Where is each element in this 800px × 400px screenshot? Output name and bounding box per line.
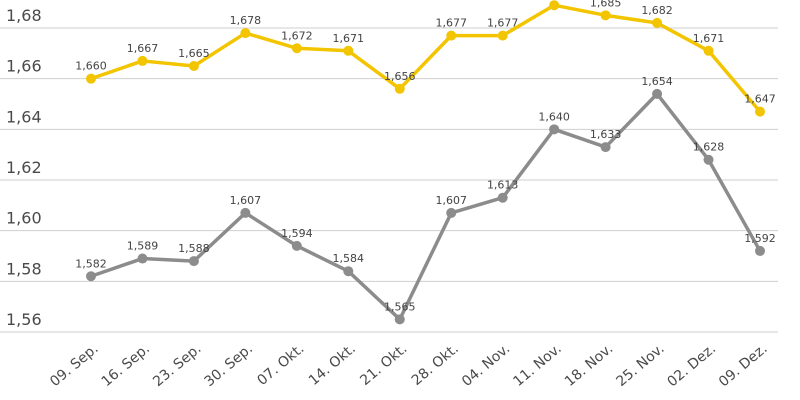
series-yellow-point — [137, 55, 148, 66]
series-yellow-point — [549, 0, 560, 11]
x-axis-ticks: 09. Sep.16. Sep.23. Sep.30. Sep.07. Okt.… — [47, 341, 770, 390]
y-tick-label: 1,58 — [6, 259, 42, 278]
y-tick-label: 1,68 — [6, 6, 42, 25]
series-grey-point — [755, 245, 765, 256]
x-tick-label: 18. Nov. — [562, 341, 616, 390]
series-yellow-data-label: 1,671 — [693, 32, 725, 45]
series-grey-point — [137, 253, 148, 264]
series-grey-point — [343, 266, 354, 277]
series-grey-point — [188, 256, 199, 267]
series-yellow-data-label: 1,660 — [75, 60, 107, 73]
series: 1,660 1,667 1,665 1,678 1,672 1,671 1,656 1,677… — [75, 0, 776, 325]
series-grey-point — [652, 88, 663, 99]
y-tick-label: 1,60 — [6, 209, 42, 228]
x-tick-label: 30. Sep. — [202, 341, 256, 390]
series-yellow-data-label: 1,677 — [487, 17, 519, 30]
series-yellow-point — [291, 43, 302, 54]
series-yellow-data-label: 1,685 — [590, 0, 622, 9]
x-tick-label: 28. Okt. — [409, 341, 462, 389]
series-yellow-point — [86, 73, 96, 84]
series-yellow-point — [600, 10, 611, 21]
series-yellow-point — [755, 106, 765, 117]
x-tick-label: 04. Nov. — [459, 341, 513, 390]
series-grey-point — [86, 271, 96, 282]
series-yellow-line — [89, 3, 762, 114]
series-yellow-data-label: 1,677 — [435, 17, 467, 30]
y-tick-label: 1,56 — [6, 310, 42, 329]
x-tick-label: 09. Sep. — [47, 341, 101, 390]
series-yellow-point — [446, 30, 457, 41]
y-tick-label: 1,64 — [6, 107, 42, 126]
gridlines — [0, 27, 778, 333]
series-grey-data-label: 1,607 — [435, 194, 467, 207]
x-tick-label: 14. Okt. — [306, 341, 359, 389]
x-tick-label: 09. Dez. — [716, 341, 771, 390]
series-yellow-point — [240, 28, 251, 39]
series-yellow-data-label: 1,647 — [744, 93, 776, 106]
series-grey-data-label: 1,594 — [281, 227, 313, 240]
series-yellow-point — [188, 61, 199, 71]
series-grey-data-label: 1,613 — [487, 179, 519, 192]
series-grey-line — [89, 92, 762, 322]
series-yellow-data-label: 1,682 — [641, 4, 673, 17]
series-grey-point — [240, 207, 251, 218]
series-grey-data-label: 1,592 — [744, 232, 776, 245]
series-grey-point — [394, 314, 405, 325]
x-tick-label: 25. Nov. — [613, 341, 667, 390]
y-axis-ticks: 1,56 1,58 1,60 1,62 1,64 1,66 1,68 — [6, 6, 42, 329]
series-grey: 1,582 1,589 1,588 1,607 1,594 1,584 1,565 1,607… — [75, 75, 776, 325]
series-grey-data-label: 1,633 — [590, 128, 622, 141]
series-grey-data-label: 1,607 — [230, 194, 262, 207]
x-tick-label: 07. Okt. — [254, 341, 307, 389]
series-yellow-point — [652, 17, 663, 28]
series-grey-point — [446, 207, 457, 218]
series-grey-data-label: 1,589 — [127, 240, 159, 253]
series-yellow-data-label: 1,665 — [178, 47, 210, 60]
series-yellow-data-label: 1,656 — [384, 70, 416, 83]
x-tick-label: 02. Dez. — [664, 341, 719, 390]
x-tick-label: 23. Sep. — [150, 341, 204, 390]
series-yellow-data-label: 1,672 — [281, 29, 313, 42]
series-yellow-point — [703, 45, 714, 56]
series-grey-point — [600, 142, 611, 153]
series-grey-data-label: 1,565 — [384, 300, 416, 313]
series-grey-point — [497, 192, 508, 203]
series-grey-data-label: 1,584 — [333, 252, 365, 265]
x-tick-label: 11. Nov. — [510, 341, 564, 390]
series-grey-data-label: 1,628 — [693, 141, 725, 154]
series-grey-point — [549, 124, 560, 135]
series-yellow-point — [497, 30, 508, 41]
series-grey-data-label: 1,654 — [641, 75, 673, 88]
series-grey-point — [291, 240, 302, 251]
series-yellow-data-label: 1,671 — [333, 32, 365, 45]
y-tick-label: 1,62 — [6, 158, 42, 177]
x-tick-label: 21. Okt. — [357, 341, 410, 389]
series-yellow-data-label: 1,667 — [127, 42, 159, 55]
series-grey-data-label: 1,588 — [178, 242, 210, 255]
series-grey-data-label: 1,640 — [538, 110, 570, 123]
y-tick-label: 1,66 — [6, 57, 42, 76]
series-grey-point — [703, 154, 714, 165]
series-yellow-data-label: 1,678 — [230, 14, 262, 27]
series-yellow-point — [394, 83, 405, 94]
x-tick-label: 16. Sep. — [99, 341, 153, 390]
series-yellow: 1,660 1,667 1,665 1,678 1,672 1,671 1,656 1,677… — [75, 0, 776, 117]
series-yellow-point — [343, 45, 354, 56]
series-grey-data-label: 1,582 — [75, 257, 107, 270]
